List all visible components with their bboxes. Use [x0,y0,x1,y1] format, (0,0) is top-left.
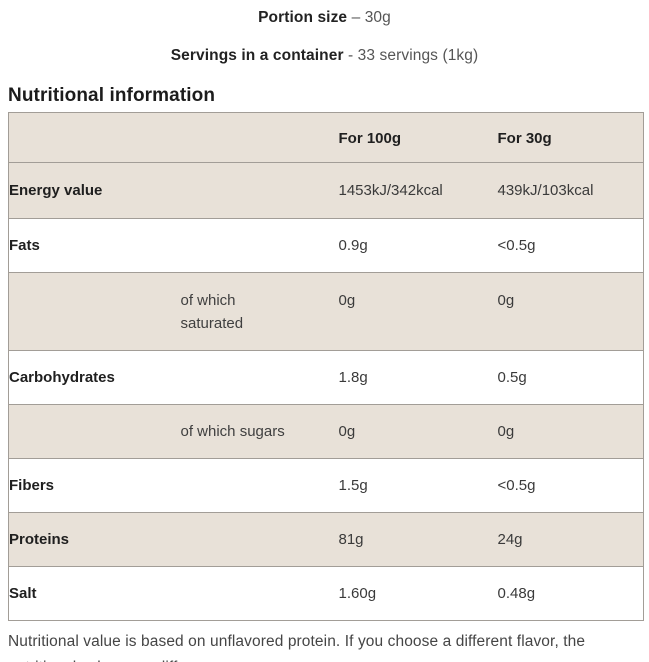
value-per-100g: 1.8g [338,350,498,405]
value-per-30g: 0g [497,272,644,351]
nutrient-label [8,272,181,351]
column-header-100g: For 100g [338,130,402,147]
nutrient-sublabel: of which saturated [180,272,339,351]
column-header-empty [181,113,339,163]
value-per-30g: <0.5g [497,218,644,273]
value-per-100g: 1453kJ/342kcal [338,162,498,219]
nutrient-label: Carbohydrates [8,350,181,405]
portion-size-value: – 30g [351,9,391,26]
nutrient-sublabel [180,350,339,405]
servings-value: - 33 servings (1kg) [348,47,479,64]
nutrient-sublabel [180,512,339,567]
portion-size-label: Portion size [258,9,348,26]
footnote: Nutritional value is based on unflavored… [8,633,586,662]
table-row: of which sugars 0g 0g [8,404,644,459]
table-row: Fats 0.9g <0.5g [8,218,644,273]
section-title: Nutritional information [8,85,216,106]
value-per-100g: 0.9g [338,218,498,273]
nutrient-label [8,404,181,459]
column-header-30g: For 30g [497,130,552,147]
nutrient-sublabel: of which sugars [180,404,339,459]
servings-line: Servings in a container - 33 servings (1… [0,46,649,66]
nutrient-sublabel [180,458,339,513]
table-row: Salt 1.60g 0.48g [8,566,644,621]
value-per-100g: 0g [338,404,498,459]
table-row: Carbohydrates 1.8g 0.5g [8,350,644,405]
nutrient-label: Fats [8,218,181,273]
value-per-100g: 81g [338,512,498,567]
portion-size-line: Portion size – 30g [0,0,649,28]
value-per-30g: 24g [497,512,644,567]
nutrient-label: Energy value [8,162,181,219]
nutrient-sublabel [180,162,339,219]
value-per-30g: 439kJ/103kcal [497,162,644,219]
value-per-100g: 1.5g [338,458,498,513]
nutrient-label: Proteins [8,512,181,567]
table-row: Fibers 1.5g <0.5g [8,458,644,513]
nutrient-sublabel [180,566,339,621]
nutrient-sublabel [180,218,339,273]
table-row: Energy value 1453kJ/342kcal 439kJ/103kca… [8,162,644,219]
nutrient-label: Fibers [8,458,181,513]
table-header-row: For 100g For 30g [8,112,644,163]
value-per-100g: 1.60g [338,566,498,621]
servings-label: Servings in a container [170,47,344,64]
value-per-30g: 0.48g [497,566,644,621]
table-row: of which saturated 0g 0g [8,272,644,351]
column-header-empty [9,113,181,163]
nutrient-label: Salt [8,566,181,621]
value-per-30g: 0.5g [497,350,644,405]
nutrition-table: For 100g For 30g Energy value 1453kJ/342… [8,112,644,621]
value-per-30g: 0g [497,404,644,459]
value-per-30g: <0.5g [497,458,644,513]
value-per-100g: 0g [338,272,498,351]
table-row: Proteins 81g 24g [8,512,644,567]
